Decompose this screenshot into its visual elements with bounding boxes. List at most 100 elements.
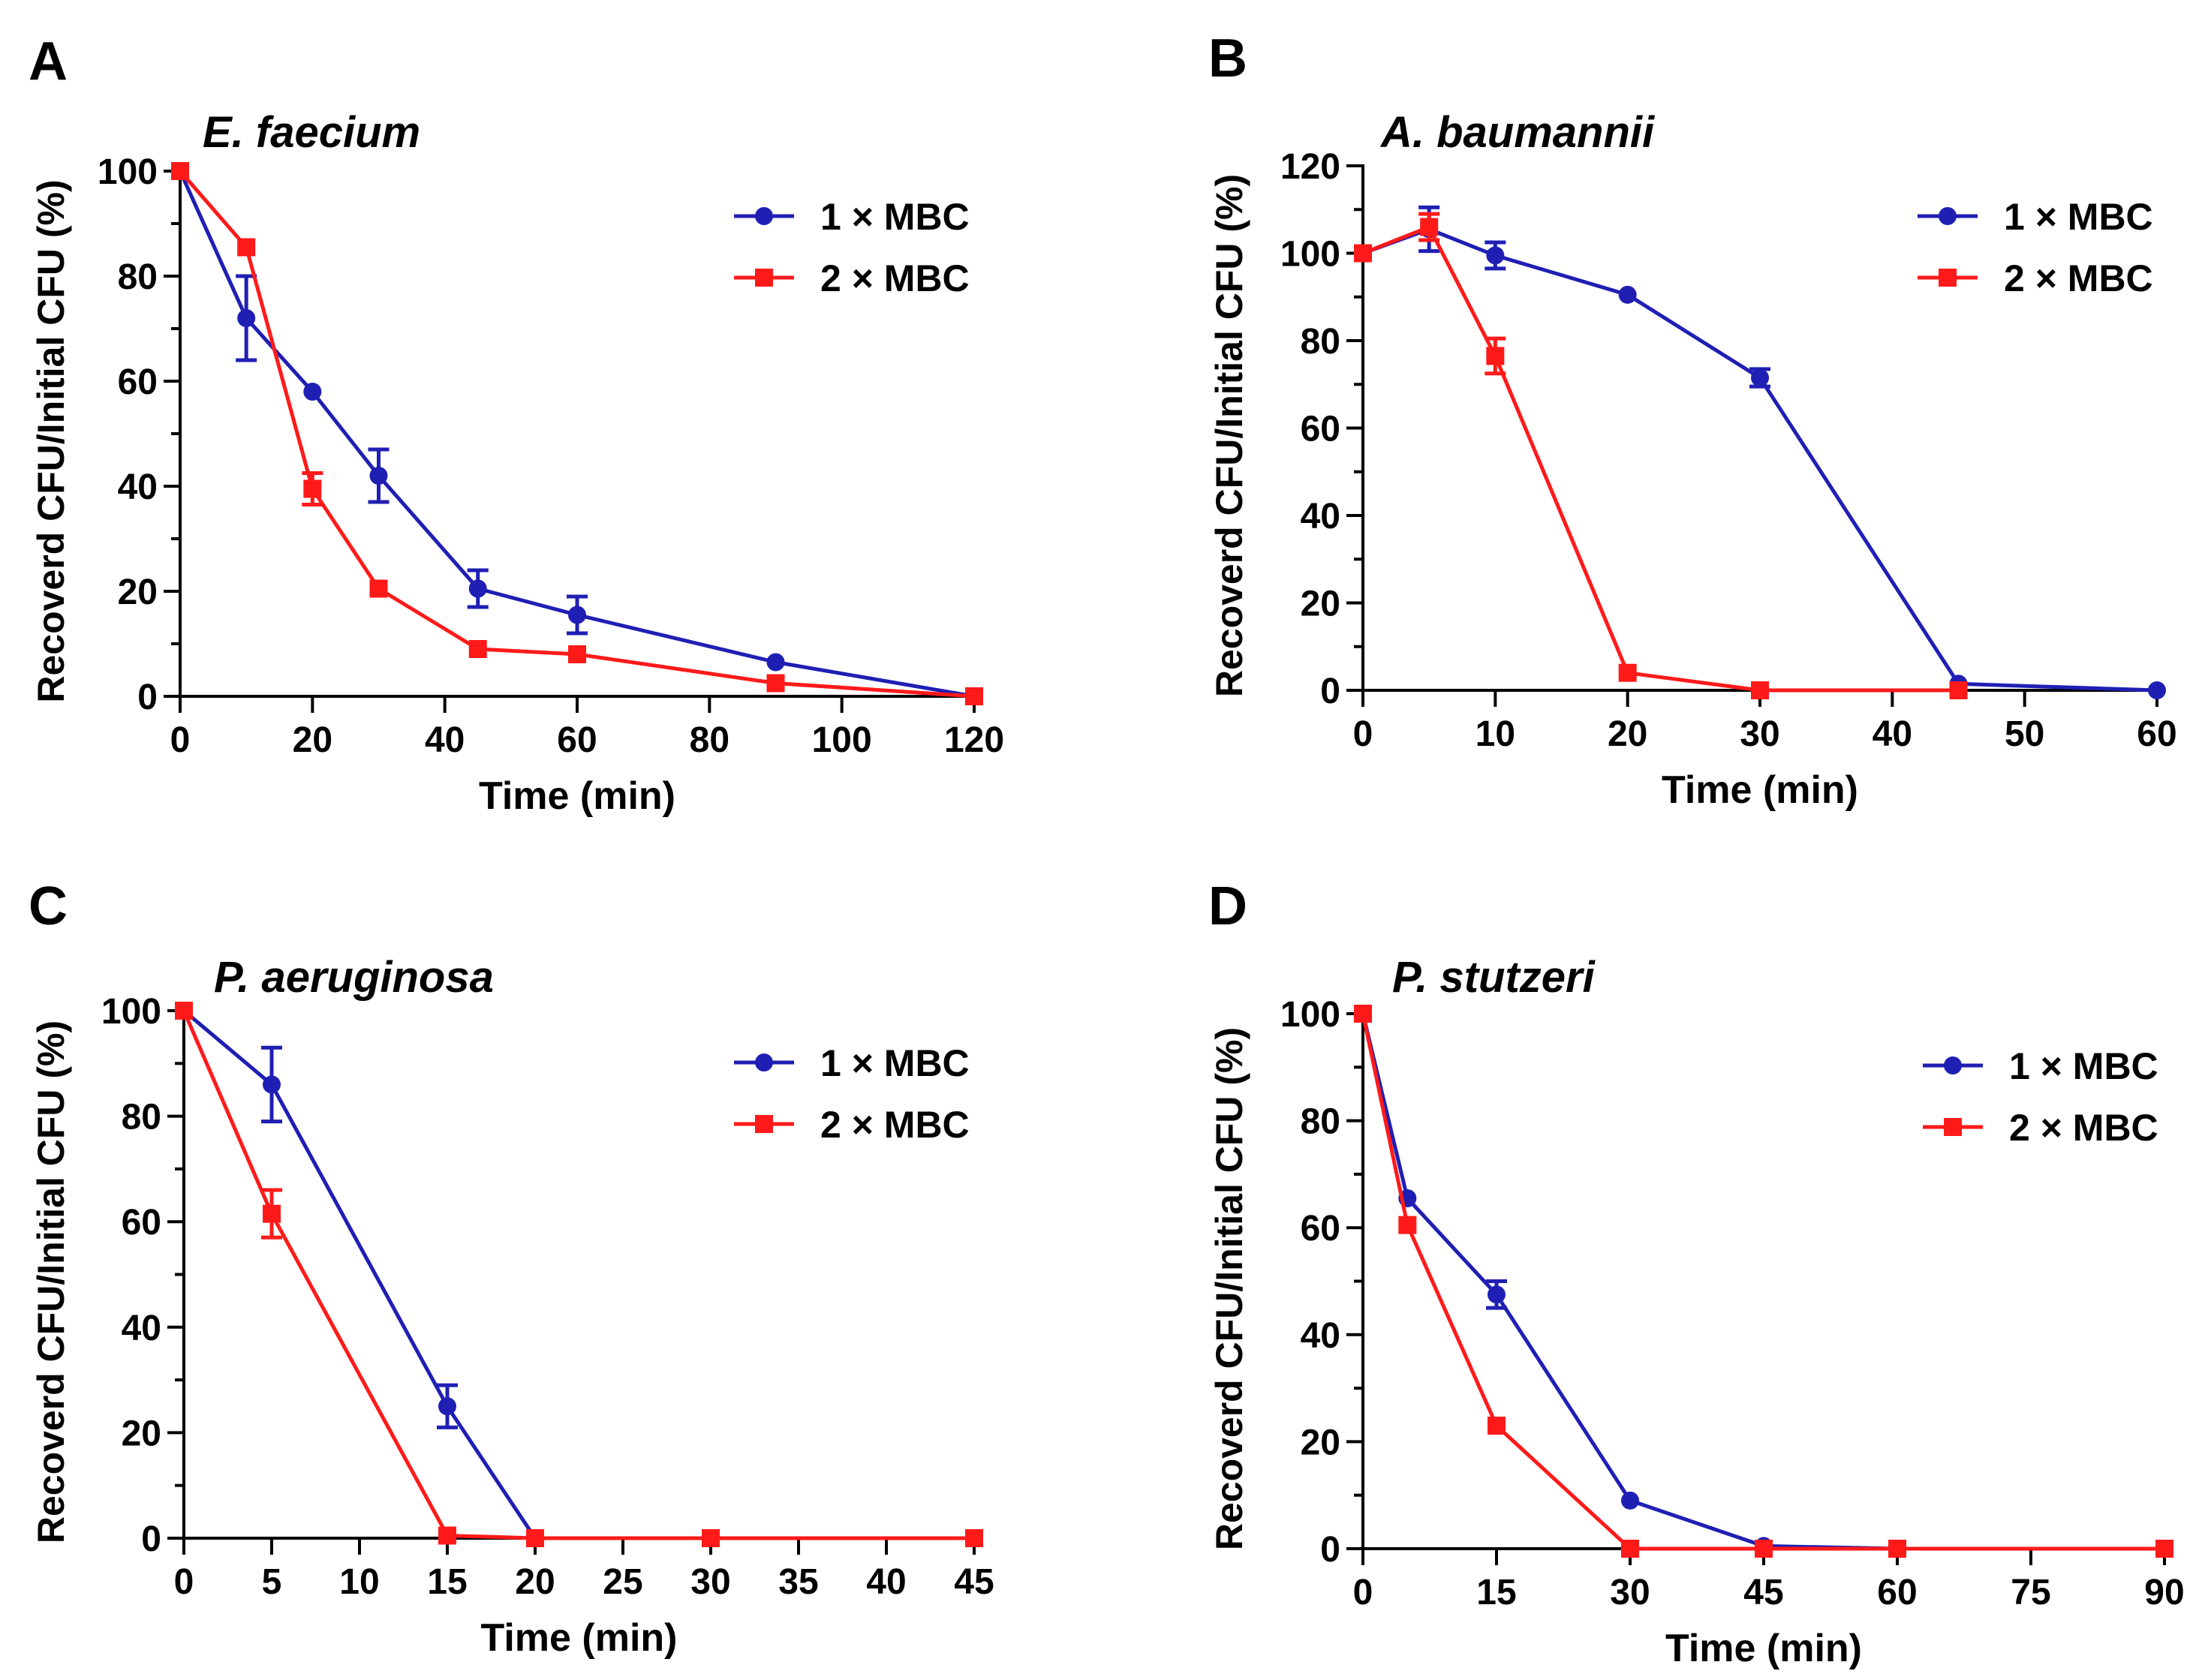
x-tick-label: 60 (2137, 714, 2176, 754)
legend-label: 2 × MBC (820, 1104, 970, 1146)
legend-label: 1 × MBC (820, 196, 970, 238)
legend-marker (1939, 207, 1957, 225)
x-tick-label: 25 (603, 1562, 642, 1602)
y-tick-label: 20 (1301, 585, 1340, 624)
legend-label: 1 × MBC (2004, 196, 2153, 238)
x-tick-label: 15 (1476, 1573, 1516, 1612)
data-point (702, 1529, 720, 1547)
legend-label: 1 × MBC (2009, 1045, 2158, 1087)
x-tick-label: 5 (262, 1562, 282, 1602)
y-tick-label: 80 (118, 257, 158, 297)
data-point (1420, 218, 1439, 236)
y-tick-label: 0 (141, 1519, 161, 1559)
x-tick-label: 15 (427, 1562, 467, 1602)
series-1 (171, 162, 983, 705)
y-tick-label: 100 (98, 152, 158, 192)
series-2 (171, 162, 983, 705)
x-tick-label: 45 (954, 1562, 994, 1602)
x-tick-label: 90 (2144, 1573, 2184, 1612)
series-line (178, 170, 975, 699)
y-tick-label: 120 (1280, 147, 1340, 187)
data-point (2155, 1540, 2173, 1558)
series-line (1361, 1013, 2164, 1551)
chart-title: A. baumannii (1379, 108, 1656, 157)
x-tick-label: 30 (690, 1562, 730, 1602)
data-point (237, 309, 256, 327)
data-point (1488, 1417, 1506, 1435)
data-point (1488, 1285, 1506, 1304)
legend-marker (755, 207, 773, 225)
x-tick-label: 30 (1610, 1573, 1650, 1612)
data-point (568, 606, 586, 624)
panel-b: B A. baumannii 0 20 40 60 80 100 120 0 10 20 30 40 50 6… (1208, 29, 2177, 812)
legend-marker (755, 1053, 773, 1071)
x-tick-label: 0 (1353, 714, 1373, 754)
legend-entry-2: 2 × MBC (734, 1104, 970, 1146)
y-axis-title: Recoverd CFU/Initial CFU (%) (1208, 174, 1250, 697)
y-tick-label: 40 (1301, 497, 1340, 536)
x-tick-label: 60 (557, 720, 597, 760)
x-tick-label: 20 (293, 720, 332, 760)
x-tick-label: 40 (1873, 714, 1912, 754)
data-point (965, 687, 983, 705)
x-tick-label: 120 (944, 720, 1004, 760)
data-point (1354, 1005, 1372, 1023)
data-point (1888, 1540, 1906, 1558)
y-tick-label: 100 (1280, 235, 1340, 275)
y-tick-label: 80 (122, 1098, 161, 1138)
x-tick-label: 50 (2005, 714, 2044, 754)
panel-label: B (1208, 29, 1247, 89)
y-tick-label: 60 (1301, 1209, 1340, 1249)
y-tick-label: 20 (1301, 1423, 1340, 1462)
data-point (369, 579, 388, 598)
legend-entry-1: 1 × MBC (734, 196, 970, 238)
data-point (1755, 1540, 1773, 1558)
data-point (171, 162, 189, 180)
y-axis-title: Recoverd CFU/Initial CFU (%) (1208, 1027, 1250, 1550)
y-tick-label: 60 (118, 362, 158, 402)
legend-entry-1: 1 × MBC (1918, 196, 2153, 238)
x-tick-label: 0 (174, 1562, 194, 1602)
x-axis-title: Time (min) (481, 1616, 678, 1660)
y-tick-label: 60 (122, 1203, 161, 1243)
y-tick-label: 40 (118, 467, 158, 507)
data-point (1354, 244, 1372, 263)
y-tick-label: 60 (1301, 410, 1340, 449)
x-tick-label: 10 (1476, 714, 1515, 754)
y-tick-label: 0 (137, 678, 158, 717)
panel-label: D (1208, 876, 1247, 936)
data-point (263, 1204, 281, 1223)
chart-title: P. stutzeri (1392, 953, 1596, 1002)
data-point (568, 645, 586, 663)
legend-marker (1939, 269, 1957, 287)
legend-entry-2: 2 × MBC (1923, 1107, 2158, 1149)
legend-marker (755, 1115, 773, 1133)
data-point (438, 1526, 456, 1545)
data-point (766, 674, 785, 693)
data-point (1751, 368, 1769, 387)
data-point (1618, 285, 1637, 304)
series-line (182, 1009, 974, 1540)
x-tick-label: 20 (1608, 714, 1647, 754)
x-tick-label: 0 (1353, 1573, 1373, 1612)
data-point (965, 1529, 983, 1547)
legend-marker (755, 269, 773, 287)
series-line (182, 1010, 974, 1540)
series-line (1362, 225, 1959, 693)
data-point (303, 479, 322, 498)
panel-c: C P. aeruginosa 0 20 40 60 80 100 0 5 10 15 20 25 30 35… (29, 876, 994, 1660)
y-tick-label: 40 (122, 1309, 161, 1348)
data-point (1751, 681, 1769, 699)
y-tick-label: 100 (1280, 995, 1340, 1035)
data-point (526, 1529, 544, 1547)
data-point (1621, 1540, 1639, 1558)
data-point (175, 1002, 193, 1020)
x-tick-label: 20 (515, 1562, 555, 1602)
y-tick-label: 80 (1301, 1102, 1340, 1142)
y-tick-label: 20 (122, 1414, 161, 1453)
chart-title: P. aeruginosa (214, 953, 494, 1002)
legend-label: 2 × MBC (2004, 257, 2153, 299)
legend-label: 2 × MBC (820, 257, 970, 299)
series-2 (175, 1002, 983, 1547)
